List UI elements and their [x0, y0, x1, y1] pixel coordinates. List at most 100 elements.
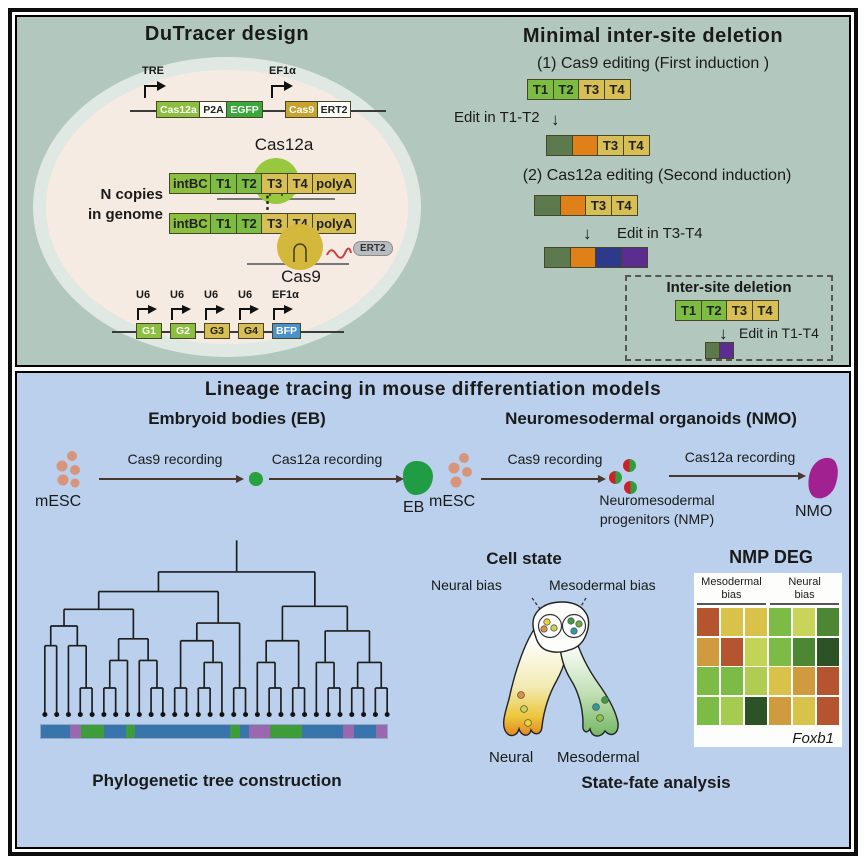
gene-box: Cas12a	[156, 101, 201, 118]
gene-box: T3	[585, 195, 612, 216]
mesc-label: mESC	[429, 493, 476, 510]
heatmap-cell	[768, 696, 792, 725]
gene-box	[718, 342, 734, 359]
gene-box: T1	[527, 79, 554, 100]
mesc-label: mESC	[35, 493, 82, 510]
inset-title: Inter-site deletion	[666, 279, 792, 296]
heatmap-cell	[697, 696, 720, 725]
gene-box: T2	[700, 300, 728, 321]
deletion-array3-final	[544, 247, 648, 268]
gene-box: T4	[286, 173, 314, 194]
bar-segment	[354, 725, 376, 738]
ef1a-promoter-icon	[273, 305, 293, 320]
g2-box: G2	[170, 323, 196, 339]
guide-unit-g1: U6 G1	[136, 285, 162, 339]
deletion-array2-edited: T3 T4	[546, 135, 650, 156]
inset-array: T1 T2 T3 T4	[675, 300, 779, 321]
neural-bias-label: Neural bias	[431, 577, 502, 593]
u6-promoter-icon	[137, 305, 157, 320]
u6-promoter-icon	[171, 305, 191, 320]
bar-segment	[269, 725, 303, 738]
heatmap-cell	[816, 637, 839, 666]
gene-box: intBC	[169, 173, 212, 194]
neural-label: Neural	[489, 749, 534, 766]
gene-box: T3	[578, 79, 605, 100]
cas9-recording-label: Cas9 recording	[507, 451, 603, 467]
gene-box: T4	[622, 135, 650, 156]
mesc-cells-icon	[56, 451, 80, 488]
ef1a-promoter-icon	[271, 81, 293, 98]
deletion-title: Minimal inter-site deletion	[522, 25, 784, 47]
ef1a-promoter-label: EF1α	[269, 65, 296, 77]
mesodermal-label: Mesodermal	[557, 749, 640, 766]
panel-dutracer-design: DuTracer design Minimal inter-site delet…	[15, 15, 851, 367]
bar-segment	[249, 725, 270, 738]
cas12a-protein-label: Cas12a	[254, 135, 314, 154]
array-ellipsis: ⋮	[259, 193, 277, 212]
neural-bias-circle	[537, 613, 563, 639]
design-title: DuTracer design	[144, 23, 310, 45]
mesodermal-bias-label: Mesodermal bias	[549, 577, 656, 593]
bar-segment	[70, 725, 81, 738]
gene-box: polyA	[312, 213, 357, 234]
panel-lineage-tracing: Lineage tracing in mouse differentiation…	[15, 371, 851, 849]
cas9-cassette: Cas9 ERT2	[285, 101, 352, 118]
arrow-right-icon	[481, 474, 606, 483]
gene-box: ERT2	[316, 101, 352, 118]
u6-promoter-label: U6	[170, 289, 185, 301]
edit-t3-t4-label: Edit in T3-T4	[617, 225, 703, 242]
expression-construct: TRE Cas12a P2A EGFP EF1α Cas9 ERT2	[122, 65, 392, 125]
nmp-differentiation-arch	[502, 597, 619, 737]
ef1a-promoter-label: EF1α	[272, 289, 299, 301]
bar-segment	[343, 725, 355, 738]
inter-site-deletion-inset: Inter-site deletion T1 T2 T3 T4 ↓ Edit in T…	[625, 275, 833, 361]
arrow-right-icon	[269, 474, 404, 483]
heatmap-cell	[768, 637, 792, 666]
heatmap-cell	[720, 667, 744, 696]
cas9-protein-icon	[277, 224, 323, 270]
edit-t1-t4-label: Edit in T1-T4	[739, 325, 819, 341]
heatmap-cell	[792, 696, 816, 725]
cell-state-title: Cell state	[486, 549, 562, 568]
gene-box: T3	[261, 173, 289, 194]
eb-label: EB	[403, 499, 425, 516]
g3-box: G3	[204, 323, 230, 339]
gene-box: polyA	[312, 173, 357, 194]
heatmap-cell	[768, 667, 792, 696]
u6-promoter-icon	[239, 305, 259, 320]
guide-unit-bfp: EF1α BFP	[272, 285, 301, 339]
heatmap-cell	[697, 667, 720, 696]
gene-box: T1	[210, 173, 238, 194]
eb-section-title: Embryoid bodies (EB)	[148, 409, 326, 428]
heatmap-cell	[816, 608, 839, 637]
mesodermal-bias-pointer	[576, 597, 587, 614]
bar-segment	[135, 725, 230, 738]
deletion-step2: (2) Cas12a editing (Second induction)	[522, 167, 792, 184]
gene-box: T1	[210, 213, 238, 234]
heatmap-cell	[744, 608, 768, 637]
tre-promoter-icon	[144, 81, 166, 98]
u6-promoter-label: U6	[136, 289, 151, 301]
heatmap-cell	[816, 667, 839, 696]
gene-box: T3	[726, 300, 753, 321]
heatmap-cell	[792, 667, 816, 696]
gene-box: EGFP	[226, 101, 263, 118]
gene-box: T4	[603, 79, 631, 100]
gene-box: Cas9	[285, 101, 319, 118]
inset-result-array	[705, 342, 734, 359]
mesodermal-leg	[559, 628, 619, 737]
nmp-cells-icon	[609, 459, 645, 495]
nmp-label: Neuromesodermal progenitors (NMP)	[599, 492, 715, 527]
heatmap-grid	[694, 605, 842, 728]
barcode-array-row2: intBC T1 T2 T3 T4 polyA	[169, 213, 357, 234]
cas9-recording-label: Cas9 recording	[127, 451, 223, 467]
lineage-color-bar	[40, 724, 388, 739]
nmp-deg-heatmap: Mesodermal bias Neural bias Foxb1	[694, 573, 842, 747]
gene-box: T3	[597, 135, 624, 156]
eb-blob-icon	[403, 461, 433, 495]
gene-box: P2A	[199, 101, 228, 118]
cas12a-cassette: Cas12a P2A EGFP	[156, 101, 263, 118]
barcode-array-row1: intBC T1 T2 T3 T4 polyA	[169, 173, 357, 194]
gene-box: intBC	[169, 213, 212, 234]
